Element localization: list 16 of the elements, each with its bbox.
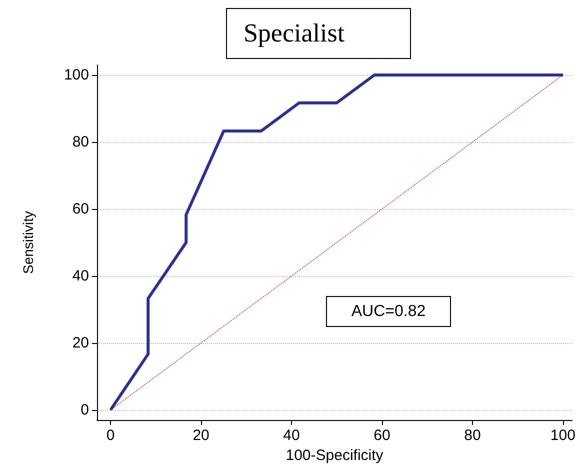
x-tick-label: 100	[550, 427, 576, 444]
x-tick-label: 0	[106, 427, 115, 444]
y-tick-label: 40	[72, 267, 89, 284]
y-tick-label: 20	[72, 334, 89, 352]
x-tick-label: 80	[464, 427, 481, 444]
annotation: AUC=0.82	[351, 303, 426, 320]
y-axis-title: Sensitivity	[20, 210, 36, 274]
y-tick-label: 0	[80, 401, 89, 418]
x-tick-label: 60	[374, 427, 390, 444]
y-tick-label: 60	[72, 200, 89, 218]
x-axis-title: 100-Specificity	[286, 447, 384, 464]
y-tick-label: 100	[64, 66, 89, 84]
chart-title: Specialist	[243, 18, 346, 48]
y-tick-label: 80	[72, 134, 89, 151]
x-tick-label: 20	[192, 427, 210, 444]
x-tick-label: 40	[283, 427, 300, 444]
